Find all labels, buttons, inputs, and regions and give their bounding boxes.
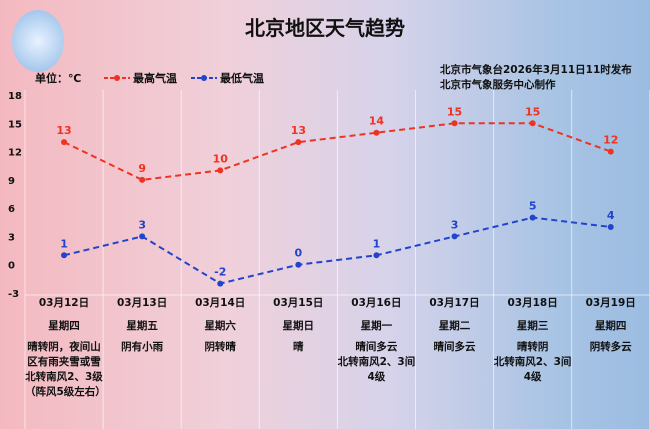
weekday-label: 星期五 [126, 320, 158, 332]
legend-low-label: 最低气温 [220, 72, 264, 85]
data-label: 12 [603, 134, 618, 147]
weather-description: 晴间多云 [433, 341, 476, 353]
data-point [607, 224, 614, 230]
data-point [139, 176, 146, 183]
y-tick-label: 12 [8, 148, 22, 159]
data-label: 9 [138, 162, 146, 175]
weather-description: 阴转晴 [204, 341, 236, 353]
y-tick-label: 15 [8, 119, 22, 130]
x-tick-label: 03月15日 [273, 297, 324, 309]
day-column: 03月16日 星期一晴间多云 北转南风2、3间4级 [337, 296, 416, 385]
weekday-label: 星期三 [516, 320, 549, 332]
data-point [295, 139, 302, 146]
weather-description: 晴转阴 北转南风2、3间4级 [493, 341, 572, 383]
data-point [295, 261, 302, 268]
legend-low-marker [191, 75, 217, 81]
y-tick-label: 0 [8, 261, 15, 272]
series-line-1 [63, 216, 611, 285]
unit-label: 单位：℃ [35, 72, 82, 85]
data-label: 1 [60, 237, 68, 250]
day-column: 03月12日 星期四晴转阴，夜间山区有雨夹雪或雪 北转南风2、3级（阵风5级左右） [25, 296, 106, 400]
x-tick-label: 03月14日 [195, 297, 246, 309]
meteorological-logo [12, 10, 64, 72]
data-label: 15 [447, 105, 462, 118]
x-tick-label: 03月19日 [585, 297, 636, 309]
series-line-0 [63, 122, 612, 181]
weather-description: 阴转多云 [589, 341, 632, 353]
data-label: 0 [295, 247, 303, 260]
x-tick-label: 03月13日 [116, 297, 168, 309]
day-column: 03月19日 星期四阴转多云 [572, 296, 650, 355]
data-label: 13 [291, 124, 306, 137]
weather-description: 晴间多云 北转南风2、3间4级 [337, 341, 416, 383]
data-point [373, 129, 380, 136]
x-tick-label: 03月16日 [351, 297, 402, 309]
weekday-label: 星期四 [48, 320, 80, 332]
legend-high-marker [104, 75, 130, 81]
data-label: -2 [214, 266, 226, 279]
y-tick-label: 18 [8, 91, 22, 102]
data-label: 3 [138, 218, 146, 231]
data-point [607, 148, 614, 155]
day-column: 03月17日 星期二晴间多云 [416, 296, 494, 355]
page-title: 北京地区天气趋势 [245, 16, 405, 40]
x-tick-label: 03月18日 [507, 297, 558, 309]
data-point [451, 120, 458, 127]
data-label: 5 [529, 200, 537, 213]
y-tick-label: 3 [8, 232, 15, 243]
data-point [217, 167, 224, 174]
data-label: 15 [525, 105, 540, 118]
day-column: 03月18日 星期三晴转阴 北转南风2、3间4级 [494, 296, 572, 385]
day-column: 03月13日 星期五阴有小雨 [103, 296, 181, 355]
publish-info: 北京市气象台2026年3月11日11时发布 [440, 64, 632, 76]
data-point [529, 214, 536, 221]
day-column: 03月14日 星期六阴转晴 [181, 296, 259, 355]
y-tick-label: 6 [8, 204, 15, 215]
y-tick-label: -3 [8, 289, 19, 300]
x-tick-label: 03月17日 [429, 297, 480, 309]
data-label: 14 [369, 115, 385, 128]
legend-high: 最高气温 [104, 70, 177, 86]
weekday-label: 星期一 [360, 320, 393, 332]
weekday-label: 星期四 [594, 320, 627, 332]
data-point [217, 280, 224, 287]
weather-description: 晴 [293, 341, 304, 353]
y-tick-label: 9 [8, 176, 15, 187]
weekday-label: 星期六 [204, 320, 236, 332]
day-column: 03月15日 星期日晴 [259, 296, 337, 355]
data-point [139, 233, 146, 240]
data-label: 3 [451, 218, 459, 231]
data-point [373, 252, 380, 259]
data-label: 10 [213, 152, 229, 165]
weekday-label: 星期二 [438, 320, 471, 332]
data-label: 1 [373, 237, 381, 250]
legend-high-label: 最高气温 [133, 72, 177, 85]
data-label: 13 [56, 124, 71, 137]
data-point [529, 120, 536, 127]
producer-info: 北京市气象服务中心制作 [440, 79, 556, 91]
data-label: 4 [607, 209, 615, 222]
weekday-label: 星期日 [282, 320, 315, 332]
data-point [451, 233, 458, 240]
weather-description: 晴转阴，夜间山区有雨夹雪或雪 北转南风2、3级（阵风5级左右） [25, 341, 106, 398]
x-tick-label: 03月12日 [38, 297, 90, 309]
weather-description: 阴有小雨 [121, 341, 164, 353]
data-point [61, 252, 68, 259]
data-point [61, 139, 68, 146]
legend-low: 最低气温 [191, 70, 264, 86]
